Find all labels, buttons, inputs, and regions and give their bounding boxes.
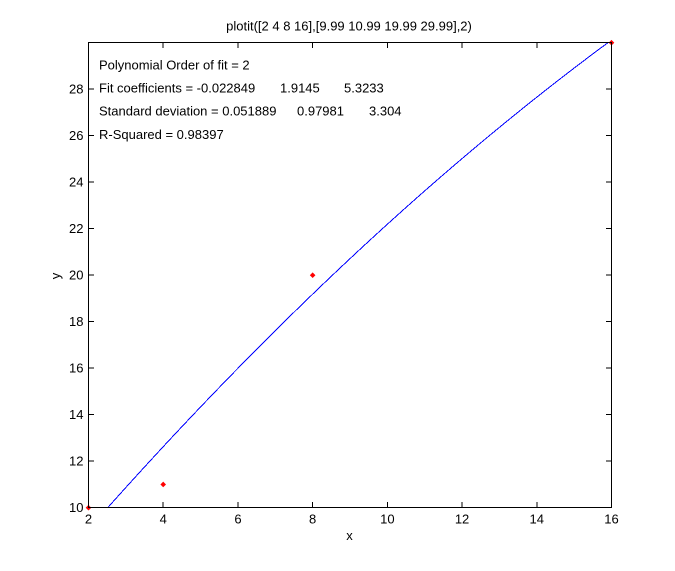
svg-text:14: 14 — [69, 407, 83, 422]
svg-text:R-Squared = 0.98397: R-Squared = 0.98397 — [99, 127, 224, 142]
svg-text:x: x — [346, 528, 353, 543]
svg-text:10: 10 — [69, 500, 83, 515]
svg-text:22: 22 — [69, 221, 83, 236]
svg-text:16: 16 — [69, 361, 83, 376]
svg-text:5.3233: 5.3233 — [344, 81, 384, 96]
svg-text:6: 6 — [234, 512, 241, 527]
svg-text:Polynomial Order of fit = 2: Polynomial Order of fit = 2 — [99, 57, 250, 72]
svg-text:10: 10 — [380, 512, 394, 527]
svg-text:20: 20 — [69, 268, 83, 283]
svg-text:24: 24 — [69, 175, 83, 190]
svg-text:12: 12 — [69, 454, 83, 469]
svg-text:26: 26 — [69, 128, 83, 143]
svg-text:2: 2 — [85, 512, 92, 527]
svg-text:0.97981: 0.97981 — [297, 104, 344, 119]
svg-text:8: 8 — [309, 512, 316, 527]
svg-text:y: y — [48, 272, 63, 279]
svg-text:plotit([2 4 8 16],[9.99 10.99: plotit([2 4 8 16],[9.99 10.99 19.99 29.9… — [226, 19, 472, 34]
svg-text:Fit coefficients = -0.022849: Fit coefficients = -0.022849 — [99, 81, 255, 96]
svg-text:14: 14 — [530, 512, 544, 527]
svg-text:1.9145: 1.9145 — [280, 81, 320, 96]
svg-text:18: 18 — [69, 314, 83, 329]
svg-text:3.304: 3.304 — [369, 104, 402, 119]
svg-text:12: 12 — [455, 512, 469, 527]
svg-text:16: 16 — [604, 512, 618, 527]
svg-text:28: 28 — [69, 82, 83, 97]
svg-text:4: 4 — [160, 512, 167, 527]
svg-text:Standard deviation = 0.051889: Standard deviation = 0.051889 — [99, 104, 276, 119]
